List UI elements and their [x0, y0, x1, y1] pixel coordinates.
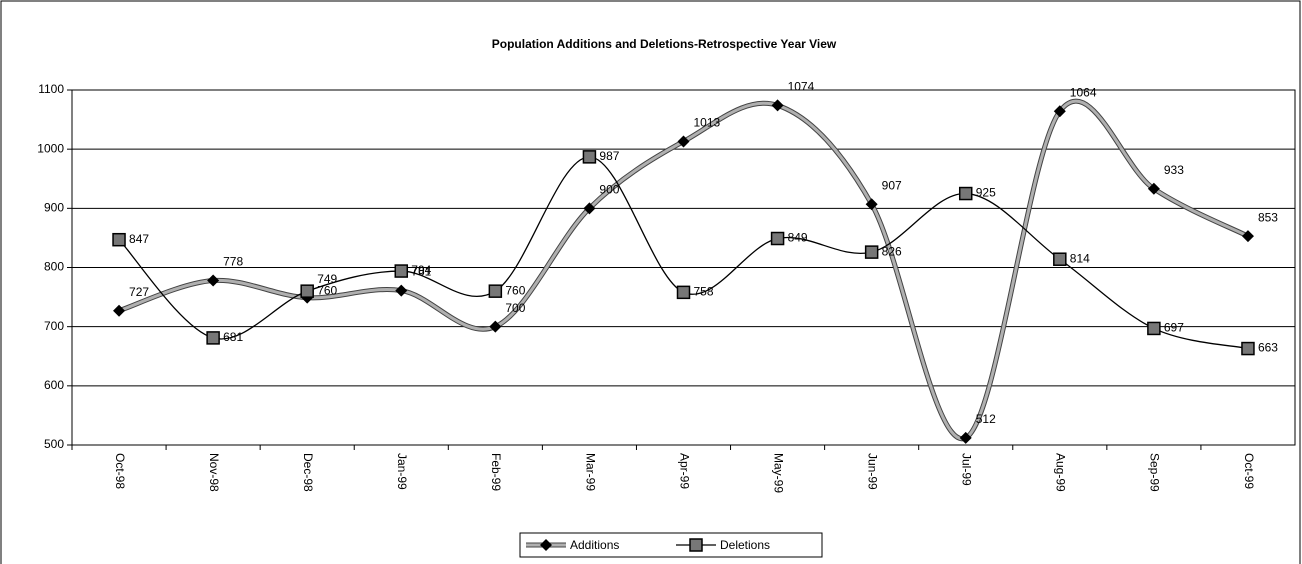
marker — [395, 284, 408, 297]
marker — [583, 202, 596, 215]
data-label: 1013 — [694, 116, 721, 130]
data-label: 1064 — [1070, 85, 1097, 99]
chart-title: Population Additions and Deletions-Retro… — [492, 37, 837, 51]
legend: Additions Deletions — [519, 532, 823, 558]
legend-box — [519, 532, 823, 558]
x-tick-label: May-99 — [771, 453, 785, 493]
data-label: 758 — [694, 285, 714, 299]
x-tick-label: Sep-99 — [1148, 453, 1162, 492]
marker — [206, 331, 220, 345]
data-label: 512 — [976, 412, 996, 426]
marker — [113, 304, 126, 317]
data-label: 826 — [882, 244, 902, 258]
y-tick-label: 800 — [44, 260, 64, 274]
x-tick-label: Jan-99 — [395, 453, 409, 490]
marker — [1053, 252, 1067, 266]
marker — [1241, 341, 1255, 356]
data-label: 761 — [411, 265, 431, 279]
legend-label: Deletions — [720, 538, 770, 552]
x-tick-label: Apr-99 — [677, 453, 691, 489]
x-tick-label: Oct-98 — [113, 453, 127, 489]
marker — [488, 284, 503, 298]
data-label: 697 — [1164, 321, 1184, 335]
x-tick-label: Nov-98 — [207, 453, 221, 492]
marker — [770, 231, 785, 246]
marker — [582, 150, 597, 164]
marker — [677, 135, 690, 148]
x-tick-label: Mar-99 — [583, 453, 597, 491]
x-tick-label: Feb-99 — [489, 453, 503, 491]
marker — [489, 320, 502, 333]
x-tick-label: Aug-99 — [1054, 453, 1068, 492]
data-label: 814 — [1070, 251, 1090, 265]
marker — [771, 99, 784, 112]
marker — [394, 264, 409, 278]
marker — [207, 274, 220, 287]
data-label: 727 — [129, 285, 149, 299]
x-tick-label: Dec-98 — [301, 453, 315, 492]
data-label: 760 — [505, 283, 525, 297]
x-tick-label: Jun-99 — [865, 453, 879, 490]
y-tick-label: 600 — [44, 378, 64, 392]
marker — [112, 232, 126, 247]
data-label: 794 — [411, 263, 431, 277]
marker — [958, 186, 973, 201]
marker — [959, 431, 972, 444]
data-label: 987 — [599, 149, 619, 163]
data-label: 933 — [1164, 163, 1184, 177]
data-label: 778 — [223, 255, 243, 269]
x-tick-label: Jul-99 — [960, 453, 974, 486]
marker — [864, 245, 879, 259]
data-label: 700 — [505, 301, 525, 315]
marker — [1147, 321, 1161, 336]
y-tick-label: 500 — [44, 437, 64, 451]
legend-label: Additions — [570, 538, 619, 552]
data-label: 681 — [223, 330, 243, 344]
marker — [865, 198, 878, 211]
y-tick-label: 700 — [44, 319, 64, 333]
y-tick-label: 1000 — [37, 141, 64, 155]
data-label: 853 — [1258, 210, 1278, 224]
marker — [676, 285, 691, 300]
data-label: 847 — [129, 232, 149, 246]
data-label: 925 — [976, 186, 996, 200]
marker — [1053, 105, 1066, 118]
data-label: 1074 — [788, 80, 815, 94]
marker — [1241, 230, 1254, 243]
data-label: 663 — [1258, 341, 1278, 355]
legend-marker — [689, 538, 703, 552]
y-tick-label: 900 — [44, 201, 64, 215]
y-tick-label: 1100 — [38, 82, 64, 96]
data-label: 900 — [599, 183, 619, 197]
x-tick-label: Oct-99 — [1242, 453, 1256, 489]
data-label: 907 — [882, 178, 902, 192]
marker — [300, 284, 314, 298]
plot-border — [71, 89, 1296, 446]
marker — [1147, 182, 1160, 195]
legend-marker — [540, 539, 552, 551]
data-label: 849 — [788, 231, 808, 245]
data-label: 760 — [317, 283, 337, 297]
